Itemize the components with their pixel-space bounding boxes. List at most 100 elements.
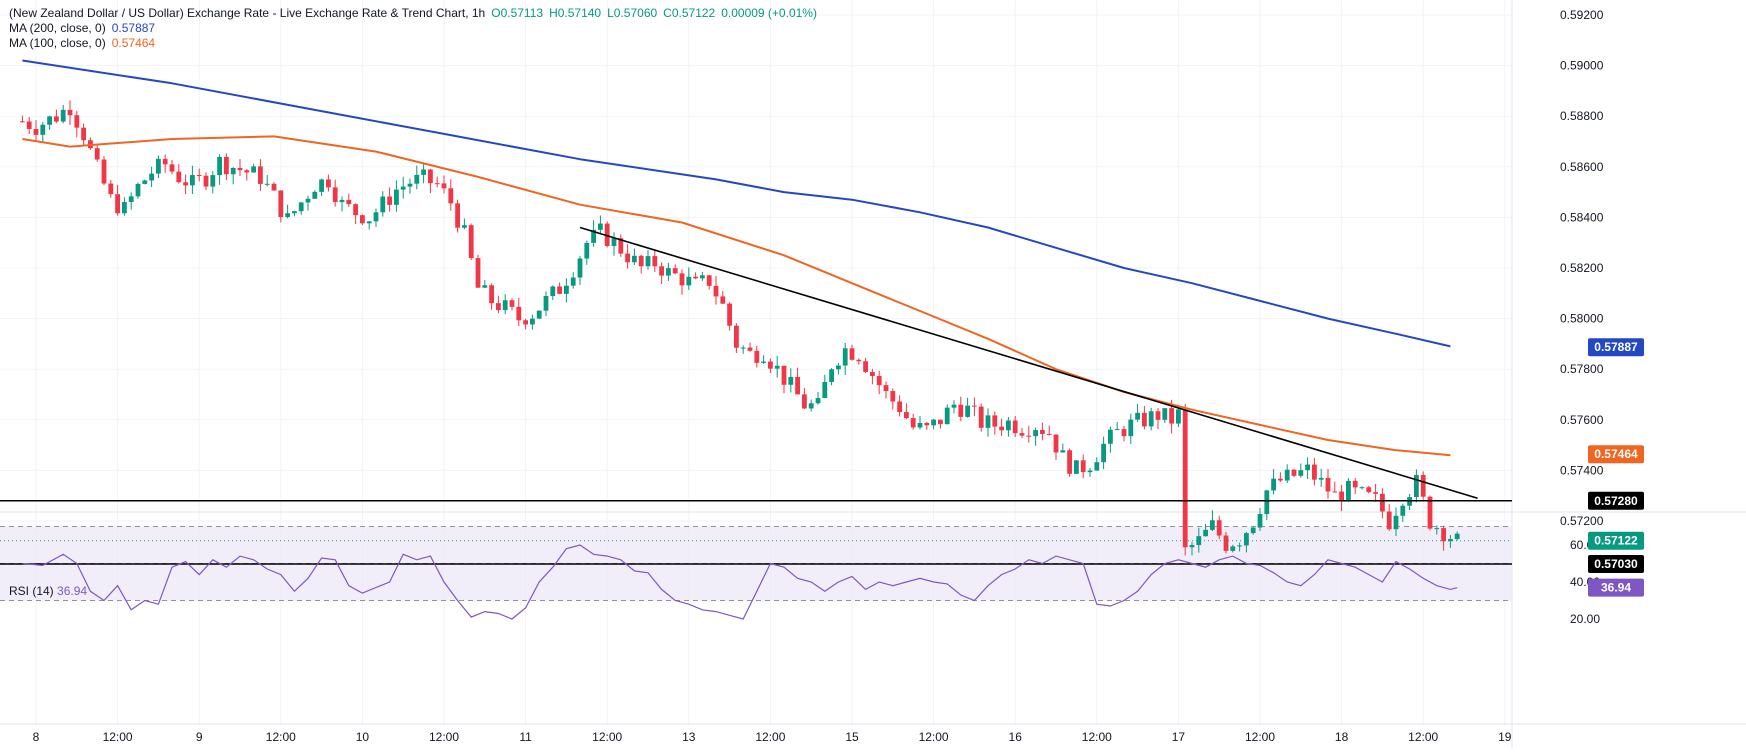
price-tick-label: 0.57600 xyxy=(1560,413,1604,427)
candle-body xyxy=(47,116,52,125)
candle-body xyxy=(414,174,420,184)
candle-body xyxy=(489,285,494,304)
price-tag-box xyxy=(1588,338,1644,357)
candle-body xyxy=(224,156,229,175)
trendline xyxy=(579,226,1478,499)
candle-body xyxy=(808,403,814,409)
candle-body xyxy=(693,276,698,279)
candle-body xyxy=(883,385,889,392)
candle-body xyxy=(94,148,100,160)
time-tick-label: 12:00 xyxy=(1082,730,1112,744)
candle-body xyxy=(400,186,406,190)
candle-body xyxy=(1006,420,1011,431)
candle-body xyxy=(931,419,936,426)
candle-body xyxy=(312,191,318,199)
price-tag-text: 0.57464 xyxy=(1594,447,1638,461)
candle-body xyxy=(1393,515,1399,530)
candle-body xyxy=(366,221,372,224)
candle-body xyxy=(1148,411,1154,427)
candle-body xyxy=(1434,528,1440,530)
candle-body xyxy=(60,109,66,122)
price-tag-box xyxy=(1588,555,1644,574)
candle-body xyxy=(1142,412,1147,427)
candle-body xyxy=(795,376,800,395)
legend-low: L0.57060 xyxy=(607,6,658,20)
price-tick-label: 0.59200 xyxy=(1560,8,1604,22)
candle-body xyxy=(434,183,440,185)
candle-body xyxy=(604,223,610,247)
candle-body xyxy=(108,183,114,195)
candle-body xyxy=(618,238,624,254)
candle-body xyxy=(1108,429,1113,444)
candle-body xyxy=(285,213,290,218)
candle-body xyxy=(849,348,855,360)
legend-open: O0.57113 xyxy=(491,6,544,20)
candle-body xyxy=(938,419,943,425)
legend-ma200-row: MA (200, close, 0) 0.57887 xyxy=(9,21,817,36)
candle-body xyxy=(1420,474,1426,497)
candle-body xyxy=(611,238,617,247)
candle-body xyxy=(754,350,760,363)
candle-body xyxy=(441,183,447,189)
candle-body xyxy=(162,158,168,165)
candle-body xyxy=(842,348,848,366)
candle-body xyxy=(1386,511,1392,530)
candle-body xyxy=(638,255,644,267)
candle-body xyxy=(1040,429,1045,434)
candle-body xyxy=(910,418,916,428)
candle-body xyxy=(1318,477,1324,480)
candle-body xyxy=(1026,435,1032,437)
price-tag-text: 0.57887 xyxy=(1594,340,1638,354)
candle-body xyxy=(1033,429,1038,437)
candle-body xyxy=(40,124,46,135)
candle-body xyxy=(836,365,841,370)
candle-body xyxy=(536,310,542,319)
candle-body xyxy=(1114,429,1120,431)
candle-body xyxy=(149,173,154,181)
candle-body xyxy=(278,190,284,218)
candle-body xyxy=(897,401,902,413)
candle-body xyxy=(448,188,454,204)
time-tick-label: 15 xyxy=(845,730,859,744)
ma100-line xyxy=(22,135,1451,457)
candle-body xyxy=(1060,450,1066,453)
candle-body xyxy=(1380,493,1385,512)
candle-body xyxy=(1257,514,1263,528)
price-tick-label: 0.58600 xyxy=(1560,160,1604,174)
candles xyxy=(20,100,1460,556)
legend-ma100-label: MA (100, close, 0) xyxy=(9,36,106,50)
candle-body xyxy=(1298,470,1304,476)
candle-body xyxy=(1210,520,1215,530)
candle-body xyxy=(1067,450,1072,474)
candle-body xyxy=(326,179,331,188)
candle-body xyxy=(1162,408,1168,420)
candle-body xyxy=(822,381,828,399)
candle-body xyxy=(387,196,392,205)
price-tag-text: 0.57122 xyxy=(1594,534,1638,548)
candle-body xyxy=(890,391,896,402)
candle-body xyxy=(1359,487,1365,489)
candle-body xyxy=(81,127,86,141)
candle-body xyxy=(1284,469,1290,481)
axes: 0.59200 0.59000 0.58800 0.58600 0.58400 0.582… xyxy=(33,8,1604,744)
candle-body xyxy=(591,229,596,243)
moving-averages xyxy=(22,59,1451,457)
candle-body xyxy=(815,398,821,404)
candle-body xyxy=(203,175,209,187)
candle-body xyxy=(965,405,970,417)
candle-body xyxy=(183,182,188,186)
candle-body xyxy=(1176,409,1181,424)
candle-body xyxy=(1196,536,1202,546)
price-tick-label: 0.57400 xyxy=(1560,463,1604,477)
candle-body xyxy=(1441,528,1446,542)
candle-body xyxy=(475,258,481,288)
candle-body xyxy=(985,415,991,428)
price-tags: 0.57887 0.57464 0.57280 0.57030 0.57122 36.94 xyxy=(1588,338,1644,597)
candle-body xyxy=(1352,480,1358,488)
candle-body xyxy=(788,376,794,385)
candle-body xyxy=(292,211,297,214)
candle-body xyxy=(33,128,39,135)
candle-body xyxy=(530,318,535,325)
